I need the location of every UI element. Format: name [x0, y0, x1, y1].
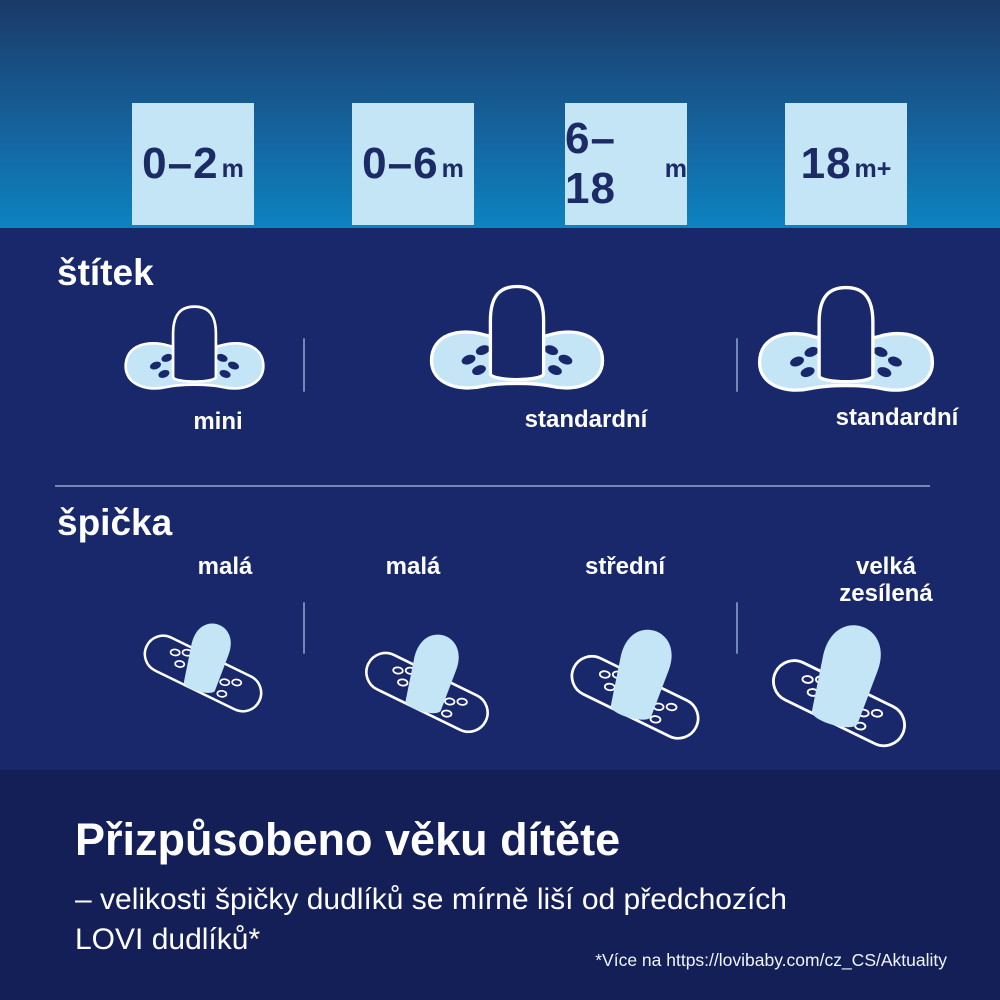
tip-section-heading: špička — [57, 502, 173, 543]
pacifier-tip-small-icon — [143, 623, 263, 713]
shield-size-label: standardní — [524, 406, 648, 433]
pacifier-tip-small-icon — [365, 634, 489, 734]
vent-holes — [149, 353, 240, 378]
tip-size-label: malá — [145, 553, 305, 580]
footnote-url-text: *Více na https://lovibaby.com/cz_CS/Aktu… — [595, 950, 947, 970]
footer-band: Přizpůsobeno věku dítěte – velikosti špi… — [0, 770, 1000, 1000]
tip-size-text: střední — [584, 553, 665, 580]
shield-size-label: standardní — [835, 404, 959, 431]
tip-size-label: malá — [333, 553, 493, 580]
age-unit-text: m — [221, 154, 244, 183]
age-badge-0-2m: 0–2 m — [132, 103, 254, 225]
footer-title: Přizpůsobeno věku dítěte — [75, 814, 621, 865]
tip-size-text: velká — [855, 553, 917, 580]
tip-size-label: velká zesílená — [806, 553, 966, 607]
footer-subtitle-line1: – velikosti špičky dudlíků se mírně liší… — [75, 883, 787, 916]
tip-size-label: střední — [545, 553, 705, 580]
tip-size-text: malá — [385, 553, 441, 580]
column-divider — [736, 602, 738, 654]
pacifier-shield-mini-icon — [124, 305, 265, 390]
age-unit-text: m — [441, 154, 464, 183]
age-badge-0-6m: 0–6 m — [352, 103, 474, 225]
size-comparison-band: štítek — [0, 228, 1000, 770]
tip-size-text: malá — [197, 553, 253, 580]
age-unit-text: m+ — [854, 154, 892, 183]
age-range-text: 18 — [800, 139, 852, 188]
footer-subtitle-line2: LOVI dudlíků* — [75, 923, 261, 956]
column-divider — [303, 338, 305, 392]
vent-holes — [790, 346, 902, 378]
age-badge-18m-plus: 18 m+ — [785, 103, 907, 225]
pacifier-shield-standard-icon — [757, 285, 935, 392]
age-header-band: 0–2 m 0–6 m 6–18 m 18 m+ — [0, 0, 1000, 228]
pacifier-tip-large-icon — [772, 625, 906, 748]
section-divider — [55, 485, 930, 487]
age-range-text: 6–18 — [565, 114, 616, 213]
vent-holes — [461, 345, 573, 376]
age-badge-6-18m: 6–18 m — [565, 103, 687, 225]
age-range-text: 0–2 — [142, 139, 219, 188]
pacifier-tip-medium-icon — [570, 629, 700, 740]
pacifier-shield-standard-icon — [429, 284, 605, 390]
column-divider — [303, 602, 305, 654]
column-divider — [736, 338, 738, 392]
age-range-text: 0–6 — [362, 139, 439, 188]
age-unit-text: m — [664, 154, 687, 183]
footer-subtitle: – velikosti špičky dudlíků se mírně liší… — [75, 880, 787, 960]
shield-section-heading: štítek — [57, 252, 154, 293]
tip-size-text: zesílená — [839, 580, 933, 607]
shield-size-label: mini — [193, 408, 243, 435]
